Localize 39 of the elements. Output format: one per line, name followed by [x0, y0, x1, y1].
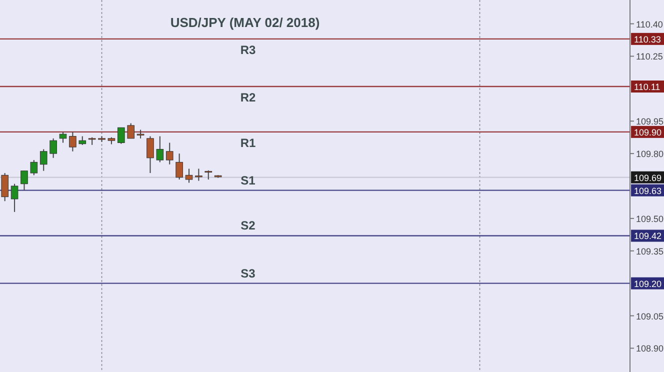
y-tick-label: 109.35: [636, 246, 664, 256]
candlestick: [30, 160, 38, 176]
text: USD/JPY (MAY 02/ 2018): [170, 15, 320, 30]
ref-line-label: 109.42: [634, 231, 662, 242]
ref-line-label: 109.63: [634, 186, 662, 196]
annotation: S1: [240, 173, 256, 188]
candlestick: [166, 142, 174, 165]
candlestick: [59, 131, 67, 144]
candlestick: [69, 131, 76, 152]
annotation: R1: [240, 136, 256, 150]
candlestick: [176, 153, 183, 180]
candlestick: [20, 170, 28, 191]
y-tick-label: 109.95: [636, 116, 664, 127]
y-tick-label: 110.40: [636, 19, 663, 30]
ref-line-label: 109.20: [634, 278, 662, 289]
candlestick: [204, 170, 212, 180]
candlestick: [1, 172, 8, 202]
candlestick: [50, 138, 57, 158]
candlestick: [118, 127, 125, 144]
annotation: S2: [240, 218, 256, 233]
ref-line-label: 109.69: [634, 172, 662, 183]
candlestick: [40, 148, 48, 172]
y-tick-label: 109.50: [636, 214, 664, 224]
annotation: S3: [240, 266, 256, 280]
y-tick-label: 109.05: [636, 311, 664, 322]
annotation: R2: [240, 90, 256, 105]
y-tick-label: 109.80: [636, 149, 664, 160]
ref-line-label: 109.90: [634, 127, 662, 138]
ref-line-label: 110.11: [634, 82, 660, 92]
candlestick: [10, 183, 18, 212]
candlestick: [195, 168, 202, 182]
ref-line-label: 110.33: [634, 34, 661, 44]
candlestick: [146, 136, 154, 174]
y-tick-label: 110.25: [636, 52, 663, 62]
y-tick-label: 108.90: [636, 344, 664, 354]
candlestick: [127, 122, 134, 139]
candlestick: [185, 168, 193, 184]
candlestick: [156, 136, 164, 163]
annotation: R3: [240, 42, 256, 57]
